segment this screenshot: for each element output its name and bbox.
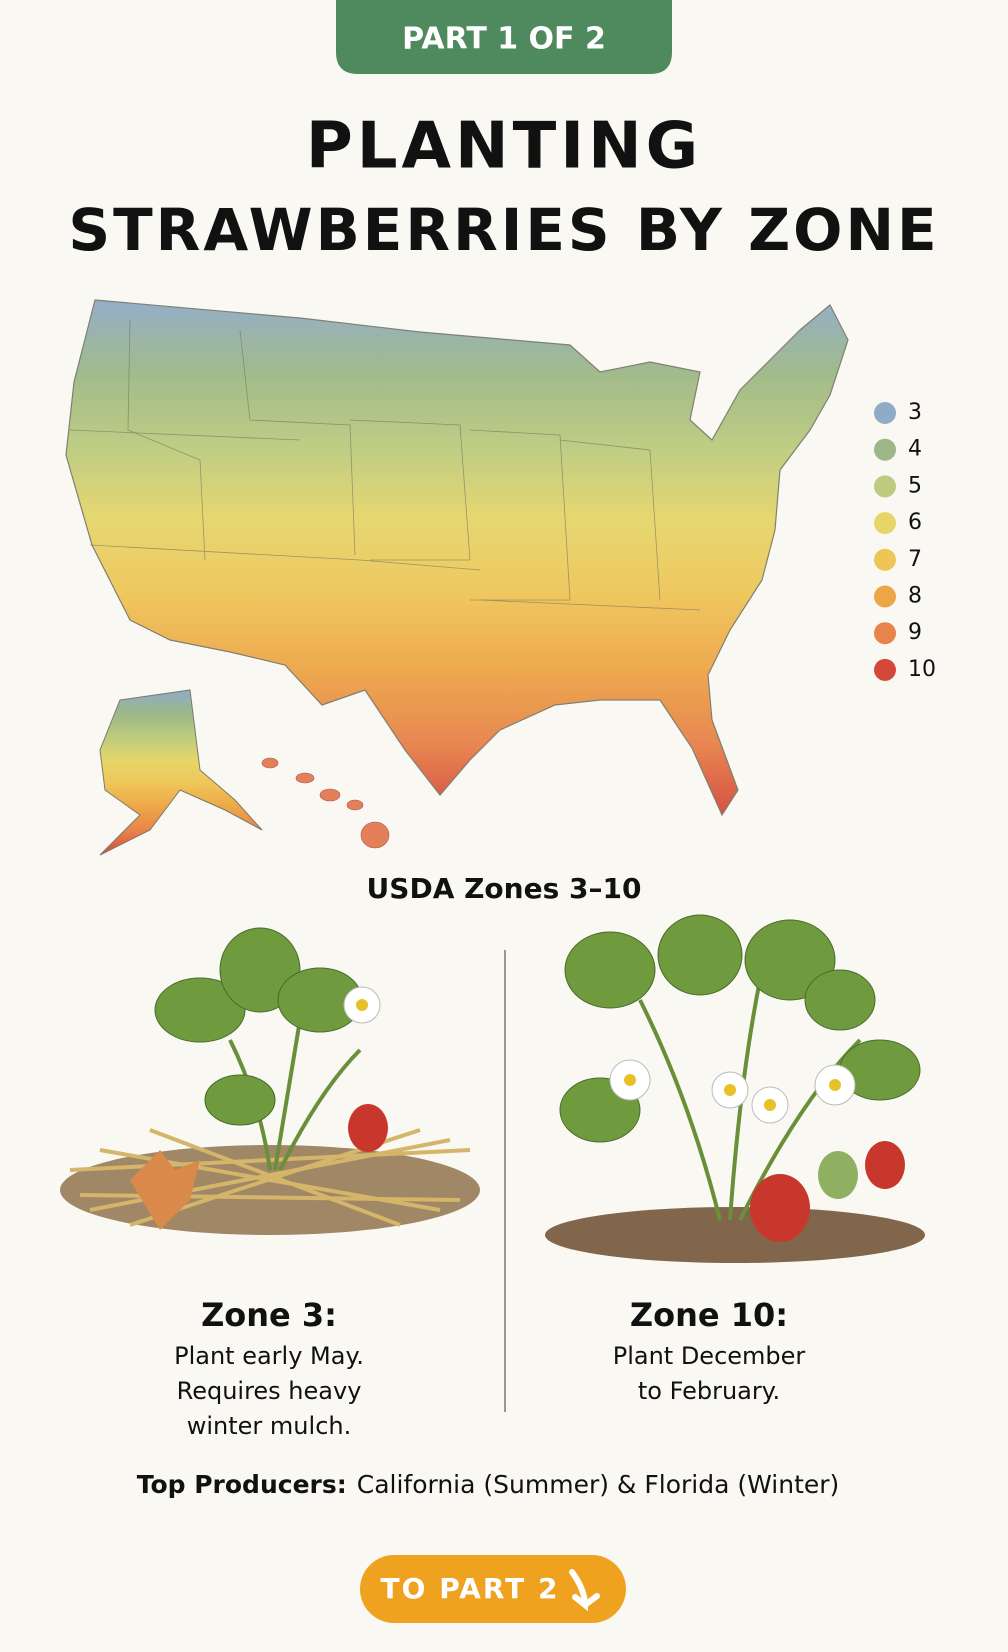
legend-swatch	[874, 475, 896, 498]
top-producers-text: California (Summer) & Florida (Winter)	[357, 1470, 840, 1499]
legend-label: 7	[908, 547, 922, 572]
top-producers-label: Top Producers:	[137, 1470, 347, 1499]
badge-text: PART 1 OF 2	[402, 22, 606, 57]
button-background[interactable]	[360, 1555, 626, 1623]
title-line: STRAWBERRIES BY ZONE	[68, 196, 939, 264]
legend-swatch	[874, 512, 896, 535]
legend-label: 8	[908, 584, 922, 609]
panel-heading: Zone 10:	[630, 1296, 788, 1334]
next-button[interactable]: TO PART 2	[360, 1555, 626, 1623]
legend-swatch	[874, 438, 896, 461]
legend-label: 6	[908, 510, 922, 535]
legend: 3 4 5 6 7 8 9 10	[874, 400, 936, 682]
panel-heading: Zone 3:	[201, 1296, 337, 1334]
panel-line: winter mulch.	[187, 1412, 351, 1440]
hawaii	[261, 757, 390, 849]
state-lines	[69, 319, 701, 611]
alaska	[99, 689, 263, 856]
title-line: PLANTING	[306, 110, 702, 184]
legend-swatch	[874, 658, 896, 681]
legend-label: 4	[908, 437, 922, 462]
legend-swatch	[874, 402, 896, 424]
top-producers: Top Producers: California (Summer) & Flor…	[137, 1470, 840, 1499]
panel-line: Plant December	[613, 1342, 806, 1370]
panel-line: Plant early May.	[174, 1342, 364, 1370]
legend-label: 5	[908, 473, 922, 498]
panels: Zone 3: Plant early May. Requires heavy win…	[174, 1296, 805, 1440]
legend-swatch	[874, 622, 896, 645]
panel-line: to February.	[638, 1377, 780, 1405]
legend-label: 10	[908, 657, 936, 682]
zone3-illustration	[60, 927, 480, 1235]
zone10-illustration	[545, 914, 925, 1263]
legend-label: 9	[908, 620, 922, 645]
button-arrow[interactable]	[569, 1569, 600, 1612]
contiguous-us	[65, 299, 849, 817]
panel-line: Requires heavy	[177, 1377, 362, 1405]
us-map	[65, 299, 849, 856]
legend-swatch	[874, 585, 896, 608]
legend-swatch	[874, 548, 896, 571]
button-label[interactable]: TO PART 2	[381, 1572, 560, 1605]
badge	[336, 0, 672, 74]
map-caption: USDA Zones 3–10	[367, 872, 642, 905]
legend-label: 3	[908, 400, 922, 425]
